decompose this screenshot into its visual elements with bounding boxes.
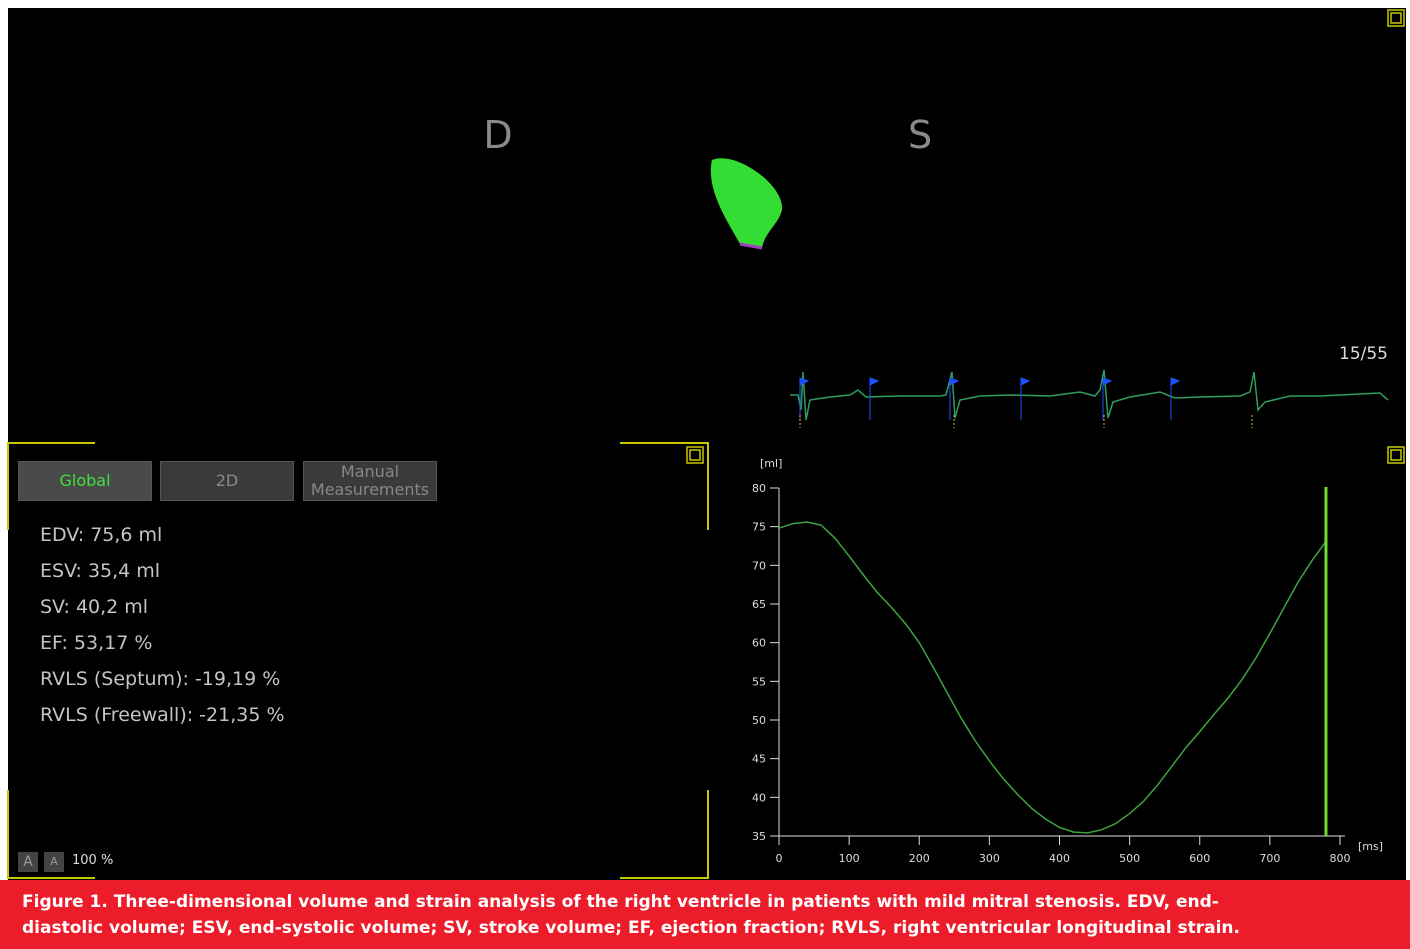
y-tick-label: 55	[752, 675, 766, 688]
y-tick-label: 45	[752, 753, 766, 766]
caption-line: diastolic volume; ESV, end-systolic volu…	[22, 915, 1410, 941]
x-tick-label: 0	[776, 852, 783, 865]
y-tick-label: 40	[752, 791, 766, 804]
tab[interactable]: 2D	[160, 461, 294, 501]
zoom-button[interactable]: A	[18, 852, 38, 872]
x-tick-label: 500	[1119, 852, 1140, 865]
measurement: ESV: 35,4 ml	[40, 560, 160, 582]
tab[interactable]: Global	[18, 461, 152, 501]
measurement: RVLS (Freewall): -21,35 %	[40, 704, 285, 726]
view-label: D	[483, 113, 512, 157]
measurement: EDV: 75,6 ml	[40, 524, 162, 546]
tab[interactable]: Manual Measurements	[303, 461, 437, 501]
y-unit: [ml]	[760, 457, 782, 470]
zoom-level: 100 %	[72, 853, 113, 868]
y-tick-label: 70	[752, 559, 766, 572]
x-tick-label: 400	[1049, 852, 1070, 865]
x-tick-label: 800	[1330, 852, 1351, 865]
x-tick-label: 100	[839, 852, 860, 865]
y-tick-label: 50	[752, 714, 766, 727]
y-tick-label: 35	[752, 830, 766, 843]
view-label: S	[908, 113, 932, 157]
x-tick-label: 600	[1189, 852, 1210, 865]
frame-counter: 15/55	[1339, 344, 1388, 364]
x-tick-label: 200	[909, 852, 930, 865]
x-tick-label: 700	[1259, 852, 1280, 865]
y-tick-label: 75	[752, 521, 766, 534]
caption-line: Figure 1. Three-dimensional volume and s…	[22, 889, 1410, 915]
zoom-button[interactable]: A	[44, 852, 64, 872]
y-tick-label: 80	[752, 482, 766, 495]
x-tick-label: 300	[979, 852, 1000, 865]
measurement: RVLS (Septum): -19,19 %	[40, 668, 280, 690]
y-tick-label: 60	[752, 637, 766, 650]
measurement: SV: 40,2 ml	[40, 596, 148, 618]
app: D S 15/55 [ml][ms]3540455055606570758001…	[0, 0, 1410, 949]
y-tick-label: 65	[752, 598, 766, 611]
x-unit: [ms]	[1358, 840, 1383, 853]
caption: Figure 1. Three-dimensional volume and s…	[0, 880, 1410, 949]
measurement: EF: 53,17 %	[40, 632, 152, 654]
